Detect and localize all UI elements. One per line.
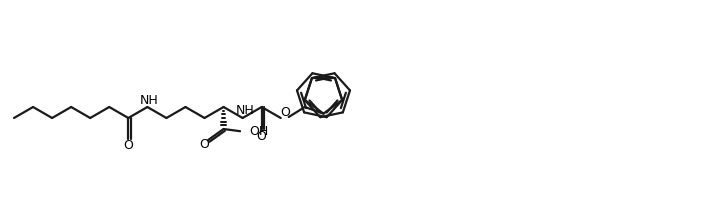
Text: O: O [123,139,133,152]
Text: O: O [199,138,209,150]
Text: O: O [257,130,266,143]
Text: NH: NH [235,104,254,117]
Text: NH: NH [140,93,159,107]
Text: OH: OH [249,125,268,138]
Text: O: O [280,107,290,120]
